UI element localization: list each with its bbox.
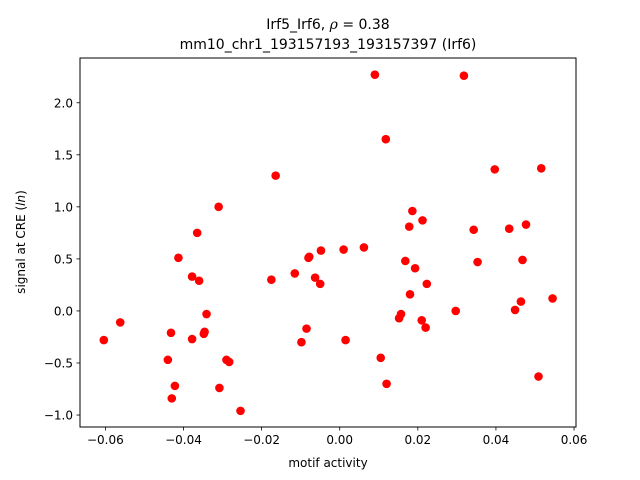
data-point-10: [192, 228, 202, 238]
data-point-34: [376, 353, 386, 363]
data-point-55: [516, 297, 526, 306]
data-point-1: [99, 335, 109, 345]
data-point-28: [315, 279, 325, 289]
data-point-60: [548, 294, 557, 303]
data-point-22: [290, 269, 300, 278]
data-point-8: [187, 272, 197, 281]
data-point-56: [518, 255, 527, 265]
y-tick-label: 1.5: [54, 148, 73, 162]
data-point-7: [174, 253, 183, 263]
data-point-49: [459, 71, 469, 80]
y-tick-label: −1.0: [44, 409, 73, 423]
data-point-36: [382, 379, 391, 389]
plot-frame: [79, 57, 577, 428]
data-point-53: [504, 224, 514, 234]
data-point-42: [408, 206, 417, 216]
data-point-24: [302, 324, 311, 333]
y-tick-label: 0.5: [54, 252, 73, 266]
data-point-40: [404, 222, 414, 231]
data-point-9: [187, 334, 197, 344]
chart-title-line2: mm10_chr1_193157193_193157397 (Irf6): [180, 37, 477, 53]
x-tick-label: −0.02: [243, 433, 280, 447]
data-point-4: [166, 328, 176, 338]
data-point-45: [418, 216, 427, 225]
y-tick-label: 0.0: [54, 304, 73, 318]
data-point-6: [170, 381, 180, 391]
data-point-39: [401, 256, 410, 266]
data-point-18: [224, 357, 234, 367]
x-tick-label: 0.04: [483, 433, 510, 447]
data-point-43: [410, 263, 420, 273]
data-point-3: [163, 355, 173, 365]
data-points: [99, 70, 557, 416]
data-point-11: [194, 276, 204, 286]
x-tick-label: −0.04: [165, 433, 202, 447]
data-point-27: [310, 273, 320, 282]
data-point-31: [341, 335, 350, 345]
data-point-26: [304, 252, 314, 262]
y-tick-label: 2.0: [54, 96, 73, 110]
data-point-38: [396, 309, 406, 319]
data-point-48: [451, 306, 461, 316]
data-point-13: [200, 327, 209, 337]
x-tick-label: 0.06: [561, 433, 588, 447]
data-point-57: [521, 220, 531, 229]
data-point-14: [202, 309, 211, 319]
x-axis-ticks: −0.06 −0.04 −0.02 0.00 0.02 0.04 0.06: [87, 427, 587, 447]
data-point-23: [297, 337, 306, 347]
y-axis-ticks: −1.0 −0.5 0.0 0.5 1.0 1.5 2.0: [44, 96, 80, 423]
x-tick-label: 0.00: [326, 433, 353, 447]
x-tick-label: −0.06: [87, 433, 124, 447]
data-point-58: [534, 372, 543, 381]
data-point-41: [405, 289, 415, 299]
chart-title-line1: Irf5_Irf6, ρ = 0.38: [266, 17, 389, 33]
data-point-16: [215, 383, 224, 393]
data-point-32: [359, 243, 369, 252]
data-point-50: [469, 225, 478, 235]
data-point-54: [510, 305, 520, 315]
y-tick-label: 1.0: [54, 200, 73, 214]
data-point-15: [214, 202, 223, 212]
y-axis-label: signal at CRE (ln): [14, 190, 28, 294]
data-point-30: [339, 245, 348, 254]
x-tick-label: 0.02: [404, 433, 431, 447]
x-axis-label: motif activity: [288, 456, 367, 470]
data-point-2: [115, 318, 125, 327]
data-point-46: [421, 323, 430, 332]
data-point-59: [536, 164, 546, 173]
data-point-51: [473, 257, 482, 267]
data-point-20: [267, 275, 276, 285]
data-point-5: [167, 394, 177, 403]
data-point-33: [370, 70, 380, 79]
data-point-47: [422, 279, 432, 289]
data-point-21: [271, 171, 280, 180]
data-point-52: [490, 165, 500, 174]
y-tick-label: −0.5: [44, 356, 73, 370]
data-point-29: [316, 246, 326, 255]
data-point-35: [381, 134, 391, 144]
data-point-44: [417, 316, 427, 325]
data-point-19: [236, 406, 245, 416]
